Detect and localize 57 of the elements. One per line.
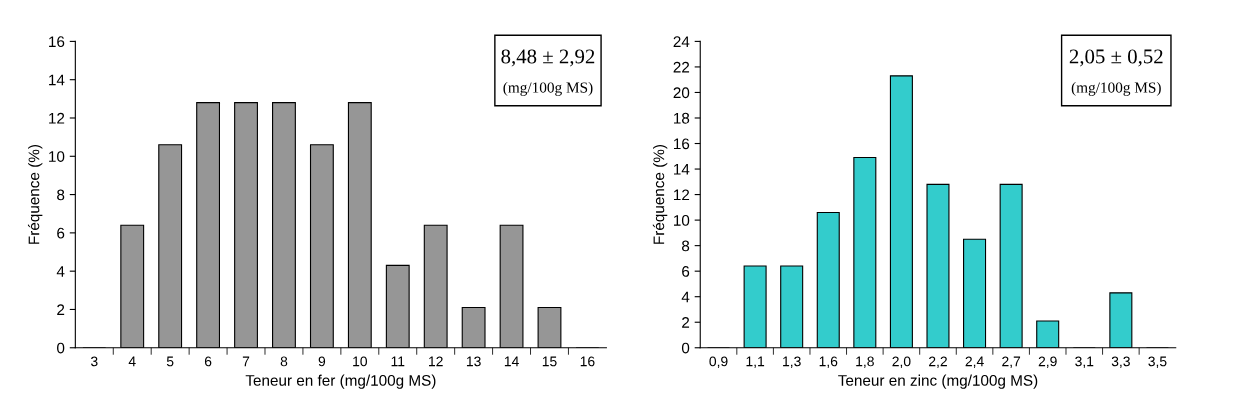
x-tick-label: 3,5 <box>1148 356 1167 368</box>
y-tick-label: 2 <box>682 317 690 328</box>
y-tick-label: 6 <box>57 227 65 239</box>
x-tick-label: 6 <box>204 356 212 367</box>
x-tick-label: 12 <box>429 356 443 367</box>
annotation: 8,48 ± 2,92 <box>501 49 595 67</box>
y-tick-label: 18 <box>674 112 690 124</box>
x-tick-label: 2,9 <box>1038 356 1057 368</box>
y-tick-label: 10 <box>49 151 65 162</box>
y-axis-title: Fréquence (%) <box>652 145 668 244</box>
x-axis-title: Teneur en fer (mg/100g MS) <box>245 374 436 389</box>
x-tick-label: 1,8 <box>856 356 874 368</box>
y-axis-title: Fréquence (%) <box>27 145 43 244</box>
y-tick-label: 0 <box>681 342 690 354</box>
y-tick-label: 20 <box>673 87 690 99</box>
annotation: 2,05 ± 0,52 <box>1069 49 1163 67</box>
x-tick-label: 14 <box>504 356 519 367</box>
x-tick-label: 3,1 <box>1075 356 1094 368</box>
x-tick-label: 2,4 <box>965 356 984 368</box>
x-tick-label: 2,2 <box>929 356 947 368</box>
x-tick-label: 3,3 <box>1111 356 1130 368</box>
y-tick-label: 12 <box>674 189 690 201</box>
x-tick-label: 11 <box>391 356 405 367</box>
x-tick-label: 1,3 <box>783 356 801 368</box>
x-tick-label: 4 <box>128 356 136 367</box>
x-tick-label: 10 <box>353 356 368 367</box>
y-tick-label: 4 <box>681 291 690 303</box>
x-tick-label: 3 <box>90 356 98 367</box>
x-tick-label: 15 <box>542 356 557 367</box>
x-tick-label: 5 <box>166 356 174 367</box>
y-tick-label: 10 <box>674 214 690 226</box>
x-tick-label: 13 <box>466 356 481 367</box>
x-tick-label: 1,1 <box>746 356 765 368</box>
y-tick-label: 8 <box>682 240 690 252</box>
x-tick-label: 0,9 <box>709 356 728 368</box>
x-tick-label: 7 <box>242 356 250 367</box>
y-tick-label: 0 <box>57 342 65 354</box>
y-tick-label: 14 <box>49 74 65 86</box>
x-tick-label: 8 <box>280 356 288 367</box>
y-tick-label: 22 <box>673 61 690 73</box>
x-tick-label: 2,7 <box>1002 356 1021 368</box>
y-tick-label: 2 <box>57 304 65 315</box>
y-tick-label: 12 <box>49 112 65 124</box>
y-tick-label: 6 <box>682 266 690 277</box>
x-axis-title: Teneur en zinc (mg/100g MS) <box>838 374 1038 389</box>
x-tick-label: 1,6 <box>819 356 838 368</box>
annotation: (mg/100g MS) <box>1071 81 1161 96</box>
y-tick-label: 14 <box>674 164 690 175</box>
x-tick-label: 2,0 <box>892 356 911 368</box>
y-tick-label: 4 <box>56 266 65 277</box>
x-tick-label: 9 <box>318 356 326 367</box>
y-tick-label: 16 <box>674 138 690 150</box>
x-tick-label: 16 <box>580 356 595 367</box>
y-tick-label: 8 <box>57 189 65 201</box>
annotation: (mg/100g MS) <box>503 81 593 96</box>
y-tick-label: 24 <box>673 36 690 47</box>
y-tick-label: 16 <box>49 36 65 48</box>
